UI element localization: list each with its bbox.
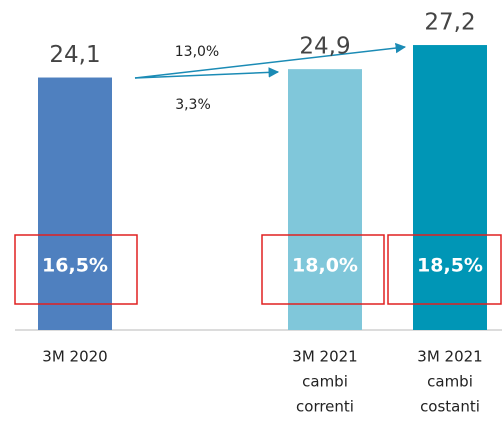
inner-label: 16,5% bbox=[42, 255, 108, 277]
bar bbox=[38, 77, 112, 331]
highlight-box bbox=[261, 234, 385, 305]
arrow bbox=[134, 42, 407, 79]
inner-label: 18,0% bbox=[292, 255, 358, 277]
x-tick-label: 3M 2021 bbox=[417, 348, 482, 366]
highlight-box bbox=[14, 234, 138, 305]
annotation: 3,3% bbox=[175, 97, 211, 113]
inner-label: 18,5% bbox=[417, 255, 483, 277]
value-label: 24,9 bbox=[299, 34, 350, 60]
x-tick-label: 3M 2021 bbox=[292, 348, 357, 366]
x-tick-label: 3M 2020 bbox=[42, 348, 107, 366]
x-tick-label: cambi bbox=[302, 373, 348, 391]
bar bbox=[413, 45, 487, 331]
annotation: 13,0% bbox=[175, 44, 219, 60]
x-tick-label: correnti bbox=[296, 398, 354, 416]
highlight-box bbox=[387, 234, 502, 305]
bar bbox=[288, 69, 362, 331]
arrow bbox=[134, 67, 280, 79]
x-tick-label: cambi bbox=[427, 373, 473, 391]
x-tick-label: costanti bbox=[420, 398, 480, 416]
value-label: 27,2 bbox=[424, 10, 475, 36]
value-label: 24,1 bbox=[49, 42, 100, 68]
